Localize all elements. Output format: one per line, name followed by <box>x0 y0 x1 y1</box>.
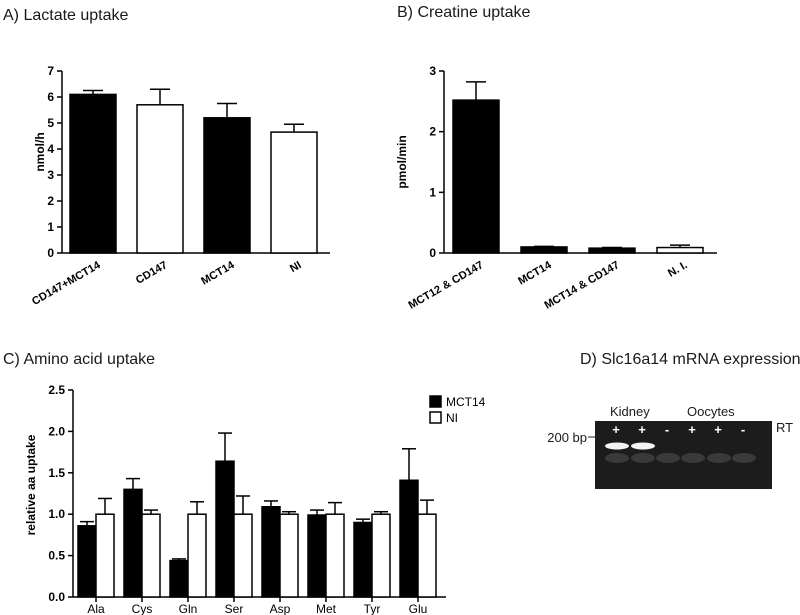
gel-lane-sign: - <box>665 422 669 437</box>
panel-c-category-label: Glu <box>409 602 428 615</box>
gel-lane-sign: + <box>714 422 722 437</box>
panel-b-category-label: MCT14 & CD147 <box>542 259 621 312</box>
panel-a-ytick-label: 2 <box>47 194 54 208</box>
panel-a-chart: 0 1 2 3 4 5 6 7 CD147+MCT14 CD147 MCT14 NI <box>30 64 330 308</box>
panel-c-category-label: Cys <box>132 602 153 615</box>
panel-b-bar <box>656 246 704 254</box>
legend-swatch-mct14 <box>429 395 442 408</box>
panel-c-bar <box>233 513 253 598</box>
panel-c-bar <box>371 513 391 598</box>
panel-a-bar <box>136 104 184 254</box>
panel-a-category-label: CD147+MCT14 <box>30 259 103 308</box>
panel-b-category-label: MCT12 & CD147 <box>406 259 485 312</box>
panel-c-category-label: Tyr <box>364 602 381 615</box>
panel-c-bar <box>123 488 143 598</box>
gel-smear <box>732 453 756 463</box>
panel-a-ytick-label: 4 <box>47 142 54 156</box>
gel-band <box>605 442 629 450</box>
panel-c-ytick-label: 0.5 <box>48 549 65 563</box>
gel-lane-sign: + <box>638 422 646 437</box>
panel-c-category-label: Gln <box>179 602 198 615</box>
panel-b-bar <box>588 247 636 254</box>
panel-a-ytick-label: 5 <box>47 116 54 130</box>
legend-swatch-ni <box>429 411 442 424</box>
panel-d-gel: Kidney Oocytes 200 bp RT + + - + + - <box>547 404 793 489</box>
panel-b-title: B) Creatine uptake <box>397 4 531 21</box>
panel-b-ylabel: pmol/min <box>395 135 409 188</box>
panel-c-bar <box>187 513 207 598</box>
panel-b-bar <box>520 246 568 254</box>
panel-a-ytick-label: 6 <box>47 90 54 104</box>
gel-group-label-kidney: Kidney <box>610 404 650 419</box>
panel-a-ytick-label: 1 <box>47 220 54 234</box>
panel-b-category-label: MCT14 <box>516 259 554 288</box>
panel-a-ytick-label: 3 <box>47 168 54 182</box>
gel-smear <box>656 453 680 463</box>
panel-a-category-label: MCT14 <box>199 259 237 288</box>
panel-a-ytick-label: 0 <box>47 246 54 260</box>
panel-a-ylabel: nmol/h <box>33 132 47 171</box>
panel-c-ytick-label: 1.0 <box>48 507 65 521</box>
panel-a-title: A) Lactate uptake <box>3 7 129 24</box>
panel-c-title: C) Amino acid uptake <box>3 351 155 368</box>
gel-smear <box>605 453 629 463</box>
panel-a-category-label: CD147 <box>134 259 170 287</box>
legend-label-mct14: MCT14 <box>446 395 486 409</box>
gel-rt-label: RT <box>776 420 793 435</box>
panel-c-bar <box>169 559 189 598</box>
gel-lane-sign: + <box>612 422 620 437</box>
panel-a-category-label: NI <box>288 259 304 275</box>
panel-c-category-label: Asp <box>270 602 291 615</box>
panel-b-category-label: N. I. <box>666 259 689 279</box>
gel-group-label-oocytes: Oocytes <box>687 404 735 419</box>
panel-a-ytick-label: 7 <box>47 64 54 78</box>
panel-c-bar <box>95 513 115 598</box>
panel-c-bar <box>215 460 235 598</box>
legend-label-ni: NI <box>446 411 458 425</box>
gel-lane-sign: - <box>741 422 745 437</box>
panel-c-bar <box>307 514 327 598</box>
panel-c-category-label: Met <box>316 602 337 615</box>
panel-c-bar <box>325 513 345 598</box>
gel-smear <box>631 453 655 463</box>
panel-c-ytick-label: 0.0 <box>48 590 65 604</box>
panel-c-bar <box>417 513 437 598</box>
panel-b-bar <box>452 99 500 254</box>
gel-band <box>631 442 655 450</box>
panel-b-ytick-label: 0 <box>429 246 436 260</box>
panel-c-bar <box>141 513 161 598</box>
gel-smear <box>707 453 731 463</box>
panel-a-bar <box>69 93 117 254</box>
panel-b-ytick-label: 3 <box>429 64 436 78</box>
panel-c-bar <box>353 521 373 598</box>
panel-c-ytick-label: 1.5 <box>48 466 65 480</box>
panel-b-ytick-label: 2 <box>429 125 436 139</box>
panel-c-ytick-label: 2.0 <box>48 424 65 438</box>
gel-marker-label: 200 bp <box>547 430 587 445</box>
panel-a-bar <box>270 131 318 254</box>
panel-c-chart: 0.0 0.5 1.0 1.5 2.0 2.5 Ala Cys Gln Ser Asp Met Tyr G… <box>48 383 446 615</box>
gel-lane-sign: + <box>688 422 696 437</box>
panel-c-legend: MCT14 NI <box>429 395 486 425</box>
gel-smear <box>681 453 705 463</box>
panel-c-category-label: Ser <box>225 602 244 615</box>
panel-c-bar <box>261 505 281 598</box>
panel-c-bar <box>279 513 299 598</box>
panel-d-title: D) Slc16a14 mRNA expression <box>580 351 800 368</box>
panel-c-ylabel: relative aa uptake <box>24 434 38 535</box>
panel-c-bar <box>399 479 419 598</box>
panel-a-bar <box>203 117 251 254</box>
panel-c-category-label: Ala <box>87 602 105 615</box>
panel-c-bar <box>77 525 97 598</box>
panel-b-ytick-label: 1 <box>429 185 436 199</box>
panel-c-ytick-label: 2.5 <box>48 383 65 397</box>
